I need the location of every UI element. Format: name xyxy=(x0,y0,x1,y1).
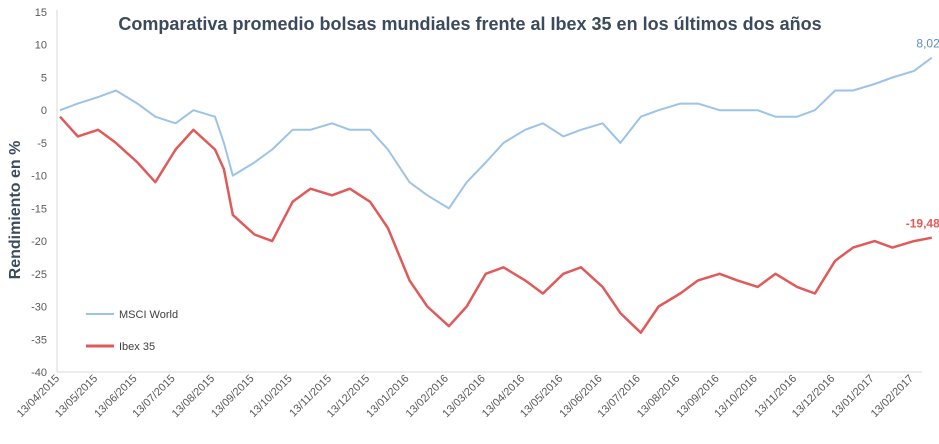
x-tick-label: 13/02/2017 xyxy=(869,373,916,420)
series-end-labels: 8,02 -19,48 xyxy=(906,37,939,231)
chart-title: Comparativa promedio bolsas mundiales fr… xyxy=(118,14,821,34)
y-tick-label: -10 xyxy=(31,171,47,183)
end-label-ibex-35: -19,48 xyxy=(906,217,939,231)
y-tick-label: -20 xyxy=(31,236,47,248)
x-axis-ticks: 13/04/201513/05/201513/06/201513/07/2015… xyxy=(15,373,916,420)
series-line-msci-world xyxy=(59,56,933,210)
y-axis-ticks: 15 10 5 0 -5 -10 -15 -20 -25 -30 -35 -40 xyxy=(31,7,47,379)
legend-label-ibex-35: Ibex 35 xyxy=(119,341,155,353)
legend: MSCI World Ibex 35 xyxy=(86,309,178,353)
y-tick-label: -35 xyxy=(31,334,47,346)
y-tick-label: -30 xyxy=(31,302,47,314)
y-tick-label: 5 xyxy=(41,72,47,84)
y-tick-label: 10 xyxy=(35,40,47,52)
y-axis-label: Rendimiento en % xyxy=(7,141,24,280)
y-tick-label: 0 xyxy=(41,105,47,117)
y-tick-label: -5 xyxy=(37,138,47,150)
series-line-ibex-35 xyxy=(59,115,933,334)
y-tick-label: -40 xyxy=(31,367,47,379)
series-lines xyxy=(59,56,933,334)
end-label-msci-world: 8,02 xyxy=(916,37,939,51)
y-tick-label: -15 xyxy=(31,203,47,215)
y-tick-label: 15 xyxy=(35,7,47,19)
legend-label-msci-world: MSCI World xyxy=(119,309,178,321)
y-tick-label: -25 xyxy=(31,269,47,281)
